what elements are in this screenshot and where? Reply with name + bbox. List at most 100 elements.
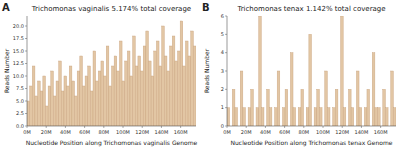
bar — [383, 89, 386, 126]
bar — [191, 31, 194, 126]
x-tick — [342, 126, 343, 128]
bar — [251, 89, 254, 126]
bar — [56, 81, 59, 126]
bar — [375, 108, 378, 126]
bar — [301, 89, 304, 126]
y-tick — [25, 51, 27, 52]
y-tick — [225, 126, 227, 127]
x-tick — [284, 126, 285, 128]
y-tick — [25, 113, 27, 114]
x-tick-label: 160M — [374, 129, 388, 135]
bar — [127, 51, 130, 126]
y-tick-label: 5 — [221, 31, 224, 37]
y-axis-label: Reads Number — [3, 48, 10, 93]
bar — [125, 61, 128, 126]
bar — [393, 108, 396, 126]
x-tick-label: 80M — [298, 129, 309, 135]
y-tick — [25, 126, 27, 127]
x-tick-label: 40M — [260, 129, 271, 135]
y-tick — [225, 52, 227, 53]
y-tick-label: 20.0 — [13, 23, 24, 29]
bar — [298, 108, 301, 126]
y-tick — [225, 89, 227, 90]
y-axis — [27, 16, 28, 126]
bar — [61, 91, 64, 126]
panel-label: A — [2, 2, 10, 13]
x-tick — [180, 126, 181, 128]
y-tick — [25, 63, 27, 64]
bar — [75, 96, 78, 126]
bar — [185, 41, 188, 126]
bar — [112, 66, 115, 126]
bar — [259, 16, 262, 126]
x-tick — [84, 126, 85, 128]
bar — [135, 66, 138, 126]
bar — [82, 86, 85, 126]
bar — [309, 34, 312, 126]
panel: A Trichomonas vaginalis 5.174% total cove… — [2, 2, 198, 147]
x-tick-label: 140M — [355, 129, 369, 135]
title: Trichomonas tenax 1.142% total coverage — [236, 5, 385, 13]
bar — [69, 66, 72, 126]
x-tick-label: 20M — [41, 129, 52, 135]
x-tick-label: 140M — [155, 129, 169, 135]
bar — [77, 71, 80, 126]
x-tick-label: 40M — [60, 129, 71, 135]
x-tick — [142, 126, 143, 128]
bar — [154, 51, 157, 126]
x-tick — [46, 126, 47, 128]
bar — [106, 46, 109, 126]
panel-label: B — [202, 2, 210, 13]
bar — [164, 56, 167, 126]
y-tick-label: 2 — [221, 86, 224, 92]
x-tick — [380, 126, 381, 128]
bar — [285, 89, 288, 126]
bar — [359, 108, 362, 126]
bar — [378, 108, 381, 126]
x-tick-label: 20M — [241, 129, 252, 135]
bar — [317, 89, 320, 126]
bar — [348, 89, 351, 126]
bar — [88, 66, 91, 126]
y-tick-label: 5.0 — [16, 98, 24, 104]
bar — [53, 96, 56, 126]
x-tick-label: 100M — [116, 129, 130, 135]
bar — [351, 108, 354, 126]
bar — [172, 36, 175, 126]
y-tick — [25, 101, 27, 102]
bar — [138, 56, 141, 126]
bar — [167, 71, 170, 126]
y-tick — [225, 71, 227, 72]
bar — [356, 71, 359, 126]
bar — [130, 76, 133, 126]
title: Trichomonas vaginalis 5.174% total cover… — [31, 5, 191, 13]
bar — [341, 16, 344, 126]
bar — [85, 76, 88, 126]
bar — [193, 46, 196, 126]
bar — [314, 108, 317, 126]
x-tick-label: 0M — [223, 129, 231, 135]
bar — [267, 89, 270, 126]
y-tick-label: 2.5 — [16, 110, 24, 116]
bar — [122, 81, 125, 126]
x-tick-label: 100M — [316, 129, 330, 135]
bar — [175, 61, 178, 126]
y-tick-label: 0 — [221, 123, 224, 129]
y-tick-label: 12.5 — [13, 60, 24, 66]
bar — [141, 71, 144, 126]
x-axis — [227, 126, 396, 127]
bar — [114, 56, 117, 126]
bar — [232, 89, 235, 126]
bar — [48, 86, 51, 126]
bar — [104, 76, 107, 126]
bar — [80, 56, 83, 126]
bar — [67, 86, 70, 126]
y-tick — [225, 34, 227, 35]
y-axis-label: Reads Number — [203, 48, 210, 93]
x-tick — [361, 126, 362, 128]
bar — [335, 89, 338, 126]
panel: B Trichomonas tenax 1.142% total coverage… — [202, 2, 396, 147]
bar — [183, 66, 186, 126]
bar — [151, 76, 154, 126]
x-tick — [161, 126, 162, 128]
